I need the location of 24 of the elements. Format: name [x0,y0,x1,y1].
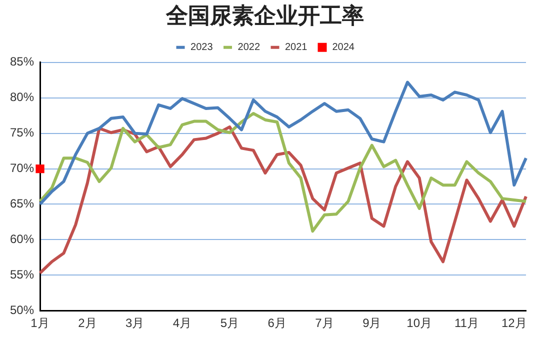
chart-title: 全国尿素企业开工率 [165,2,364,29]
x-tick-label: 9月 [362,316,382,330]
legend-label: 2022 [238,42,260,54]
y-tick-label: 75% [10,126,34,140]
x-tick-label: 5月 [220,316,240,330]
legend-label: 2024 [332,42,355,54]
legend-label: 2023 [190,42,214,54]
y-tick-label: 60% [10,232,34,246]
x-tick-label: 11月 [454,316,479,330]
x-tick-label: 7月 [315,316,334,330]
x-tick-label: 2月 [78,316,97,330]
x-tick-label: 10月 [406,316,432,330]
x-tick-label: 6月 [268,316,286,330]
y-tick-label: 55% [10,267,34,282]
y-tick-label: 80% [10,90,34,104]
legend-label: 2021 [285,42,308,54]
y-tick-label: 50% [10,302,34,317]
y-tick-label: 65% [10,196,34,211]
y-tick-label: 85% [10,54,34,69]
x-tick-label: 4月 [172,316,192,330]
y-tick-label: 70% [10,161,34,176]
x-tick-label: 3月 [126,316,144,330]
x-tick-label: 1月 [30,316,50,330]
x-tick-label: 12月 [501,316,527,330]
